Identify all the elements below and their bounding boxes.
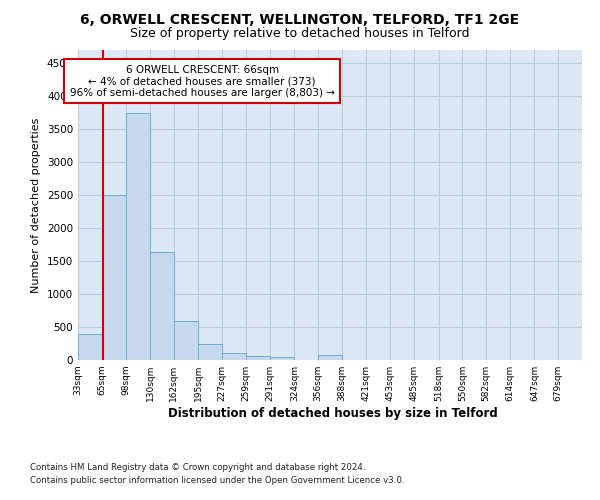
Text: 6 ORWELL CRESCENT: 66sqm
← 4% of detached houses are smaller (373)
96% of semi-d: 6 ORWELL CRESCENT: 66sqm ← 4% of detache… [70, 64, 335, 98]
Y-axis label: Number of detached properties: Number of detached properties [31, 118, 41, 292]
Bar [246, 356, 270, 360]
Text: Distribution of detached houses by size in Telford: Distribution of detached houses by size … [168, 408, 498, 420]
Text: Contains public sector information licensed under the Open Government Licence v3: Contains public sector information licen… [30, 476, 404, 485]
Bar [199, 344, 222, 360]
Bar [222, 352, 246, 360]
Text: Contains HM Land Registry data © Crown copyright and database right 2024.: Contains HM Land Registry data © Crown c… [30, 462, 365, 471]
Bar [174, 321, 197, 360]
Text: 6, ORWELL CRESCENT, WELLINGTON, TELFORD, TF1 2GE: 6, ORWELL CRESCENT, WELLINGTON, TELFORD,… [80, 12, 520, 26]
Bar [270, 356, 293, 360]
Bar [318, 355, 342, 360]
Bar [127, 112, 150, 360]
Text: Size of property relative to detached houses in Telford: Size of property relative to detached ho… [130, 28, 470, 40]
Bar [150, 252, 174, 360]
Bar [102, 195, 125, 360]
Bar [78, 334, 102, 360]
